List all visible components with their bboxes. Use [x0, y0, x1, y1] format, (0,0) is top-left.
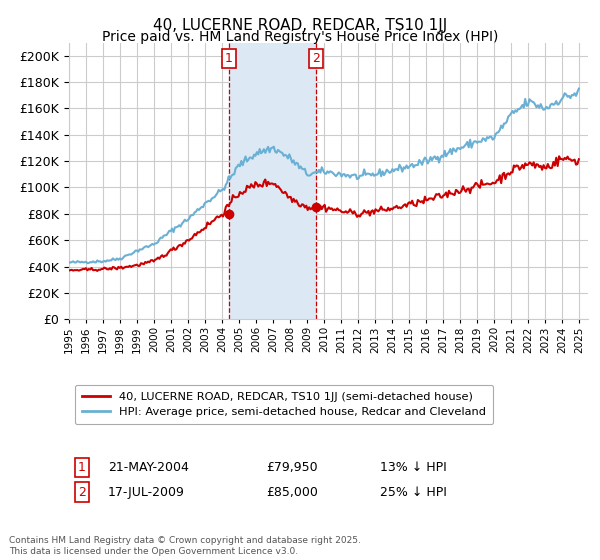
Text: 40, LUCERNE ROAD, REDCAR, TS10 1JJ: 40, LUCERNE ROAD, REDCAR, TS10 1JJ: [153, 18, 447, 33]
Text: 21-MAY-2004: 21-MAY-2004: [108, 461, 189, 474]
Text: £85,000: £85,000: [266, 486, 318, 498]
Text: 2: 2: [313, 52, 320, 65]
Text: 13% ↓ HPI: 13% ↓ HPI: [380, 461, 447, 474]
Text: 1: 1: [224, 52, 233, 65]
Text: 1: 1: [78, 461, 86, 474]
Legend: 40, LUCERNE ROAD, REDCAR, TS10 1JJ (semi-detached house), HPI: Average price, se: 40, LUCERNE ROAD, REDCAR, TS10 1JJ (semi…: [74, 385, 493, 424]
Text: 17-JUL-2009: 17-JUL-2009: [108, 486, 185, 498]
Bar: [229, 43, 316, 319]
Text: Contains HM Land Registry data © Crown copyright and database right 2025.
This d: Contains HM Land Registry data © Crown c…: [9, 536, 361, 556]
Text: 25% ↓ HPI: 25% ↓ HPI: [380, 486, 447, 498]
Text: Price paid vs. HM Land Registry's House Price Index (HPI): Price paid vs. HM Land Registry's House …: [102, 30, 498, 44]
Text: 2: 2: [78, 486, 86, 498]
Text: £79,950: £79,950: [266, 461, 318, 474]
